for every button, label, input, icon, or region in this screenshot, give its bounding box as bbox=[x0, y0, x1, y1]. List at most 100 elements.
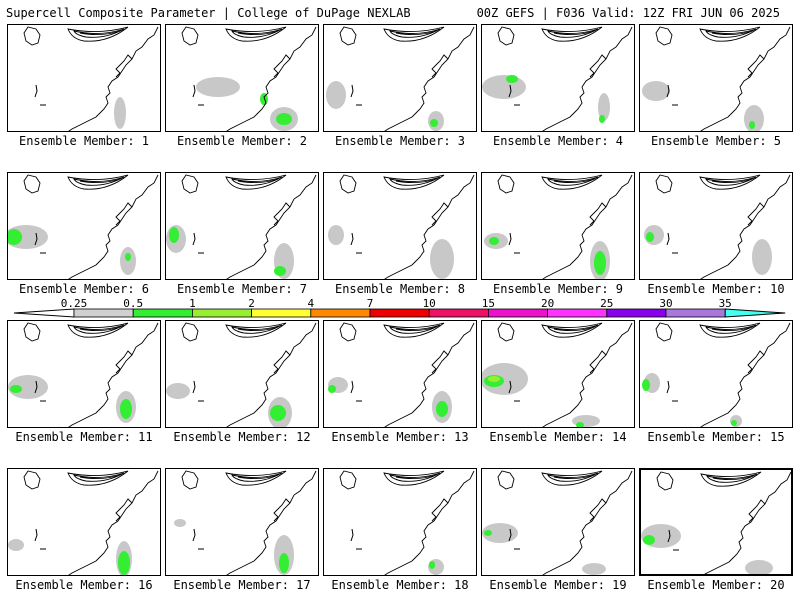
ensemble-map-6 bbox=[7, 172, 161, 280]
colorbar-segment bbox=[251, 308, 312, 318]
scp-contour-high bbox=[120, 399, 132, 419]
gulf-outline bbox=[383, 26, 445, 42]
ensemble-member-label: Ensemble Member: 12 bbox=[173, 430, 311, 444]
scp-contour-low bbox=[482, 523, 518, 543]
scp-contour-high bbox=[276, 113, 292, 125]
marker-line bbox=[350, 380, 354, 394]
gulf-outline-core bbox=[237, 326, 279, 332]
marker-line bbox=[666, 84, 670, 98]
ensemble-map-3 bbox=[323, 24, 477, 132]
marker-line bbox=[350, 232, 354, 246]
scp-contour-low bbox=[582, 563, 606, 575]
coastline bbox=[68, 322, 159, 427]
coastline-inlet bbox=[431, 202, 449, 226]
gulf-outline-inner bbox=[389, 472, 441, 482]
lake-outline bbox=[656, 471, 674, 491]
colorbar-segment bbox=[547, 308, 608, 318]
gulf-outline bbox=[383, 322, 445, 338]
gulf-outline bbox=[67, 26, 129, 42]
coastline bbox=[542, 470, 633, 575]
ensemble-member-label: Ensemble Member: 15 bbox=[647, 430, 785, 444]
marker-line bbox=[666, 232, 670, 246]
gulf-outline-inner bbox=[73, 324, 125, 334]
marker-line bbox=[508, 528, 512, 542]
gulf-outline-inner bbox=[547, 176, 599, 186]
map-canvas bbox=[174, 470, 317, 575]
colorbar-tick-label: 10 bbox=[422, 297, 436, 310]
map-canvas bbox=[8, 174, 159, 279]
lake-outline bbox=[181, 174, 199, 194]
ensemble-map-20 bbox=[639, 468, 793, 576]
map-canvas bbox=[642, 322, 791, 427]
ensemble-member-label: Ensemble Member: 16 bbox=[15, 578, 153, 592]
scp-contour-high bbox=[599, 115, 605, 123]
colorbar-segment bbox=[428, 308, 489, 318]
coastline-inlet bbox=[748, 499, 766, 523]
coastline-inlet bbox=[747, 350, 765, 374]
scp-contour-low bbox=[114, 97, 126, 129]
scp-contour-high bbox=[436, 401, 448, 417]
gulf-outline-inner bbox=[547, 324, 599, 334]
gulf-outline-inner bbox=[73, 176, 125, 186]
marker-line bbox=[508, 232, 512, 246]
lake-outline bbox=[339, 322, 357, 342]
map-canvas bbox=[326, 26, 475, 131]
scp-contour-high bbox=[642, 379, 650, 391]
gulf-outline bbox=[225, 470, 287, 486]
coastline bbox=[68, 174, 159, 279]
scp-contour-high bbox=[125, 253, 131, 261]
coastline-inlet bbox=[589, 498, 607, 522]
gulf-outline-core bbox=[553, 326, 595, 332]
lake-outline bbox=[497, 174, 515, 194]
coastline bbox=[384, 174, 475, 279]
ensemble-map-1 bbox=[7, 24, 161, 132]
ensemble-map-15 bbox=[639, 320, 793, 428]
ensemble-member-label: Ensemble Member: 1 bbox=[18, 134, 150, 148]
marker-line bbox=[34, 84, 38, 98]
gulf-outline-core bbox=[79, 474, 121, 480]
colorbar-tick-label: 7 bbox=[366, 297, 374, 310]
coastline-inlet bbox=[431, 54, 449, 78]
colorbar-segment bbox=[191, 308, 252, 318]
gulf-outline bbox=[383, 174, 445, 190]
coastline bbox=[542, 26, 633, 131]
lake-outline bbox=[339, 26, 357, 46]
scp-contour-low bbox=[174, 519, 186, 527]
ensemble-member-label: Ensemble Member: 14 bbox=[489, 430, 627, 444]
lake-outline bbox=[655, 26, 673, 46]
coastline bbox=[68, 26, 159, 131]
ensemble-map-14 bbox=[481, 320, 635, 428]
colorbar-tick-label: 15 bbox=[481, 297, 496, 310]
map-canvas bbox=[484, 174, 633, 279]
ensemble-map-10 bbox=[639, 172, 793, 280]
scp-contour-low bbox=[598, 93, 610, 121]
ensemble-member-label: Ensemble Member: 20 bbox=[647, 578, 785, 592]
coastline-inlet bbox=[273, 54, 291, 78]
ensemble-member-label: Ensemble Member: 17 bbox=[173, 578, 311, 592]
coastline bbox=[68, 470, 159, 575]
coastline bbox=[542, 174, 633, 279]
scp-contour-high bbox=[488, 376, 500, 382]
coastline-inlet bbox=[431, 498, 449, 522]
gulf-outline-core bbox=[79, 30, 121, 36]
gulf-outline-core bbox=[79, 326, 121, 332]
gulf-outline-inner bbox=[389, 28, 441, 38]
coastline-inlet bbox=[273, 202, 291, 226]
marker-line bbox=[192, 528, 196, 542]
gulf-outline-inner bbox=[231, 472, 283, 482]
gulf-outline-core bbox=[237, 30, 279, 36]
coastline-inlet bbox=[115, 202, 133, 226]
scp-contour-high bbox=[118, 551, 130, 575]
scp-contour-low bbox=[196, 77, 240, 97]
lake-outline bbox=[23, 322, 41, 342]
coastline bbox=[542, 322, 633, 427]
gulf-outline-core bbox=[395, 326, 437, 332]
ensemble-map-8 bbox=[323, 172, 477, 280]
coastline bbox=[226, 322, 317, 427]
gulf-outline bbox=[225, 26, 287, 42]
ensemble-member-label: Ensemble Member: 4 bbox=[492, 134, 624, 148]
gulf-outline-inner bbox=[231, 28, 283, 38]
map-canvas bbox=[644, 174, 791, 279]
ensemble-map-13 bbox=[323, 320, 477, 428]
colorbar-low-arrow bbox=[13, 308, 75, 318]
